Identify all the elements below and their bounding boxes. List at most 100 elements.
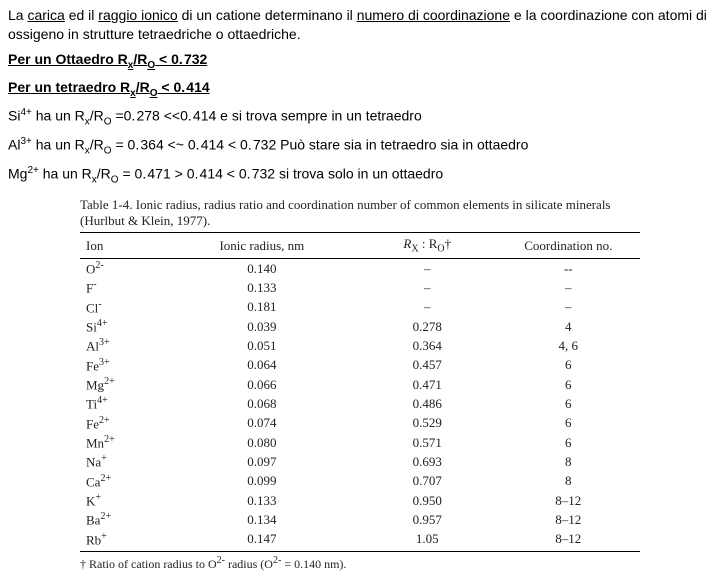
text: < 0. 732 <box>155 51 207 67</box>
cell-ion: K+ <box>80 491 166 510</box>
cell-cn: 8–12 <box>497 510 640 529</box>
cell-radius: 0.133 <box>166 278 358 297</box>
cell-radius: 0.099 <box>166 472 358 491</box>
text: radius (O <box>225 557 273 571</box>
superscript: + <box>95 492 101 503</box>
superscript: 2- <box>273 555 281 566</box>
text: Per un Ottaedro R <box>8 51 128 67</box>
text: K <box>86 493 95 508</box>
table-row: O2-0.140–-- <box>80 259 640 279</box>
text: < 0. 414 <box>157 79 209 95</box>
cell-ion: Si4+ <box>80 317 166 336</box>
superscript: 3+ <box>99 357 110 368</box>
text: Cl <box>86 300 98 315</box>
superscript: 2+ <box>27 165 38 176</box>
text: † <box>445 236 452 251</box>
cell-cn: 8 <box>497 452 640 471</box>
cell-cn: 8–12 <box>497 491 640 510</box>
superscript: 2+ <box>100 511 111 522</box>
subscript: O <box>111 175 119 186</box>
text: ha un R <box>39 166 92 182</box>
text: /R <box>90 137 104 153</box>
cell-cn: 4 <box>497 317 640 336</box>
cell-cn: 6 <box>497 375 640 394</box>
text: La <box>8 7 27 23</box>
superscript: 2+ <box>99 415 110 426</box>
subscript: O <box>437 244 444 255</box>
superscript: 4+ <box>97 318 108 329</box>
text: Mn <box>86 435 104 450</box>
cell-ratio: – <box>358 259 497 279</box>
table-row: Fe3+0.0640.4576 <box>80 356 640 375</box>
cell-ratio: 0.457 <box>358 356 497 375</box>
text: : R <box>419 236 438 251</box>
text: di un catione determinano il <box>178 7 357 23</box>
table-caption: Table 1-4. Ionic radius, radius ratio an… <box>80 197 640 228</box>
ion-table: Ion Ionic radius, nm RX : RO† Coordinati… <box>80 232 640 552</box>
table-row: K+0.1330.9508–12 <box>80 491 640 510</box>
cell-cn: -- <box>497 259 640 279</box>
superscript: 2+ <box>104 376 115 387</box>
superscript: 4+ <box>97 395 108 406</box>
text: Na <box>86 455 101 470</box>
text: O <box>86 261 95 276</box>
cell-radius: 0.181 <box>166 298 358 317</box>
superscript: 3+ <box>20 136 31 147</box>
cell-ratio: 0.364 <box>358 336 497 355</box>
tetrahedron-rule: Per un tetraedro Rx/RO < 0. 414 <box>8 78 712 100</box>
text: Si <box>86 319 97 334</box>
text: Ca <box>86 474 100 489</box>
text: Rb <box>86 532 101 547</box>
cell-ion: O2- <box>80 259 166 279</box>
cell-radius: 0.133 <box>166 491 358 510</box>
table-header-row: Ion Ionic radius, nm RX : RO† Coordinati… <box>80 233 640 259</box>
superscript: - <box>93 279 96 290</box>
cell-cn: – <box>497 278 640 297</box>
text: Al <box>86 339 99 354</box>
cell-cn: – <box>497 298 640 317</box>
ion-table-wrap: Table 1-4. Ionic radius, radius ratio an… <box>80 197 640 572</box>
text: Mg <box>8 166 27 182</box>
text-underline: raggio ionico <box>98 7 177 23</box>
octahedron-rule: Per un Ottaedro Rx/RO < 0. 732 <box>8 50 712 72</box>
cell-radius: 0.080 <box>166 433 358 452</box>
text: = 0. 364 <~ 0. 414 < 0. 732 Può stare si… <box>112 137 529 153</box>
cell-cn: 6 <box>497 433 640 452</box>
superscript: 2+ <box>100 473 111 484</box>
text: = 0. 471 > 0. 414 < 0. 732 si trova solo… <box>119 166 444 182</box>
cell-ion: Ba2+ <box>80 510 166 529</box>
subscript: O <box>147 60 155 71</box>
table-row: Ba2+0.1340.9578–12 <box>80 510 640 529</box>
cell-radius: 0.097 <box>166 452 358 471</box>
cell-ion: Mg2+ <box>80 375 166 394</box>
superscript: 2- <box>95 260 103 271</box>
cell-ratio: 0.486 <box>358 394 497 413</box>
th-ratio: RX : RO† <box>358 233 497 259</box>
cell-radius: 0.074 <box>166 414 358 433</box>
th-ion: Ion <box>80 233 166 259</box>
text: /R <box>133 51 147 67</box>
cell-ratio: – <box>358 298 497 317</box>
cell-ratio: 0.693 <box>358 452 497 471</box>
text: =0. 278 <<0. 414 e si trova sempre in un… <box>112 108 422 124</box>
table-row: Cl-0.181–– <box>80 298 640 317</box>
cell-radius: 0.068 <box>166 394 358 413</box>
cell-cn: 6 <box>497 394 640 413</box>
cell-ion: F- <box>80 278 166 297</box>
text: /R <box>97 166 111 182</box>
text: Si <box>8 108 20 124</box>
superscript: 3+ <box>99 337 110 348</box>
cell-cn: 6 <box>497 356 640 375</box>
cell-ion: Rb+ <box>80 530 166 552</box>
cell-radius: 0.147 <box>166 530 358 552</box>
table-row: Si4+0.0390.2784 <box>80 317 640 336</box>
cell-ratio: 0.278 <box>358 317 497 336</box>
table-row: Rb+0.1471.058–12 <box>80 530 640 552</box>
cell-cn: 8–12 <box>497 530 640 552</box>
superscript: + <box>101 453 107 464</box>
si-line: Si4+ ha un Rx/RO =0. 278 <<0. 414 e si t… <box>8 106 712 129</box>
table-row: Ca2+0.0990.7078 <box>80 472 640 491</box>
mg-line: Mg2+ ha un Rx/RO = 0. 471 > 0. 414 < 0. … <box>8 164 712 187</box>
cell-ratio: 0.950 <box>358 491 497 510</box>
table-row: Mg2+0.0660.4716 <box>80 375 640 394</box>
